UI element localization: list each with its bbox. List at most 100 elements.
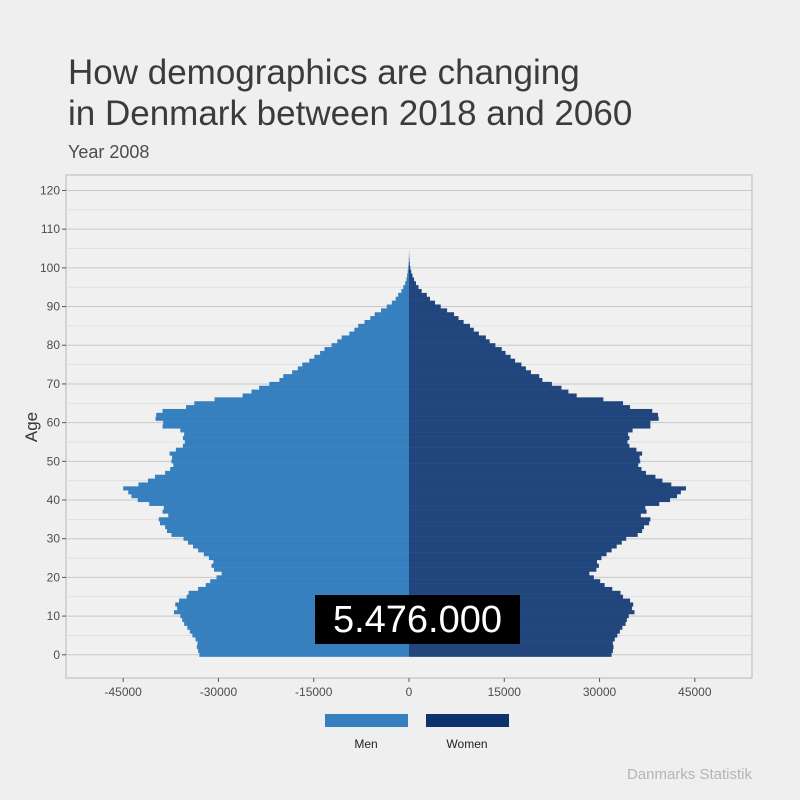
bar-men xyxy=(406,277,409,282)
bar-men xyxy=(408,265,409,270)
bar-women xyxy=(409,590,621,595)
bar-men xyxy=(292,370,409,375)
bar-men xyxy=(195,637,409,642)
bar-men xyxy=(147,478,409,483)
bar-men xyxy=(213,567,409,572)
bar-men xyxy=(391,300,409,305)
bar-women xyxy=(409,517,651,522)
bar-men xyxy=(401,289,409,294)
bar-men xyxy=(186,405,409,410)
bar-men xyxy=(216,575,409,580)
bar-men xyxy=(169,451,409,456)
bar-women xyxy=(409,509,647,514)
chart-title-line-1: How demographics are changing xyxy=(68,53,580,92)
bar-women xyxy=(409,552,607,557)
bar-women xyxy=(409,463,639,468)
bar-women xyxy=(409,532,638,537)
bar-men xyxy=(179,598,409,603)
bar-women xyxy=(409,277,415,282)
bar-women xyxy=(409,327,474,332)
bar-men xyxy=(358,323,409,328)
bar-men xyxy=(184,439,409,445)
bar-men xyxy=(170,467,409,472)
y-tick-label: 70 xyxy=(47,377,61,391)
bar-men xyxy=(177,606,409,611)
bar-women xyxy=(409,459,641,464)
bar-men xyxy=(173,610,409,615)
bar-women xyxy=(409,331,479,336)
x-tick-label: -15000 xyxy=(295,685,333,699)
bar-men xyxy=(198,648,409,653)
bar-women xyxy=(409,559,598,564)
bar-men xyxy=(175,602,409,607)
bar-men xyxy=(131,494,409,499)
bar-women xyxy=(409,265,411,270)
chart-title: How demographics are changing in Denmark… xyxy=(68,52,768,134)
y-tick-label: 10 xyxy=(47,609,61,623)
bar-women xyxy=(409,261,410,267)
bar-men xyxy=(180,428,409,433)
x-tick-label: 15000 xyxy=(488,685,522,699)
bar-women xyxy=(409,467,642,472)
bar-women xyxy=(409,289,422,294)
bar-women xyxy=(409,319,464,325)
bar-women xyxy=(409,374,540,379)
bar-men xyxy=(279,378,409,383)
bar-men xyxy=(156,412,409,417)
bar-women xyxy=(409,586,613,592)
bar-men xyxy=(208,555,409,561)
legend-swatch-women xyxy=(426,714,509,727)
bar-men xyxy=(324,347,409,352)
bar-women xyxy=(409,366,526,371)
bar-men xyxy=(405,281,409,286)
bar-women xyxy=(409,304,441,309)
y-tick-label: 110 xyxy=(41,222,60,236)
bar-women xyxy=(409,544,617,549)
bar-women xyxy=(409,385,562,390)
bar-women xyxy=(409,316,459,321)
bar-men xyxy=(189,629,409,634)
bar-women xyxy=(409,652,612,657)
bar-men xyxy=(196,644,409,650)
bar-women xyxy=(409,354,511,359)
bar-women xyxy=(409,606,632,611)
bar-men xyxy=(331,343,409,348)
bar-men xyxy=(251,389,409,394)
bar-women xyxy=(409,610,635,615)
bar-women xyxy=(409,439,628,445)
bar-men xyxy=(374,312,409,317)
legend-swatch-men xyxy=(325,714,408,727)
bar-women xyxy=(409,285,419,290)
y-tick-label: 50 xyxy=(47,454,61,468)
bar-men xyxy=(162,408,409,414)
bar-men xyxy=(354,327,409,332)
bar-men xyxy=(370,316,409,321)
bar-men xyxy=(183,536,409,541)
bar-women xyxy=(409,432,629,437)
y-tick-label: 0 xyxy=(53,648,60,662)
bar-men xyxy=(221,571,409,576)
bar-men xyxy=(168,513,409,518)
bar-men xyxy=(162,509,409,514)
bar-women xyxy=(409,571,590,576)
bar-men xyxy=(158,517,409,522)
bar-men xyxy=(182,436,409,441)
bar-men xyxy=(199,652,409,657)
bar-men xyxy=(186,594,409,599)
bar-men xyxy=(259,385,409,390)
bar-men xyxy=(163,420,409,425)
bar-men xyxy=(242,393,409,398)
bar-women xyxy=(409,339,490,344)
bar-men xyxy=(364,319,409,325)
bar-men xyxy=(149,501,409,506)
bar-women xyxy=(409,401,624,406)
y-tick-label: 30 xyxy=(47,532,61,546)
bar-men xyxy=(166,528,409,534)
bar-men xyxy=(184,432,409,437)
bar-men xyxy=(381,308,409,313)
total-population-box xyxy=(315,595,520,644)
bar-men xyxy=(349,331,409,336)
bar-men xyxy=(137,497,409,503)
bar-men xyxy=(197,641,409,646)
y-tick-label: 60 xyxy=(47,416,61,430)
